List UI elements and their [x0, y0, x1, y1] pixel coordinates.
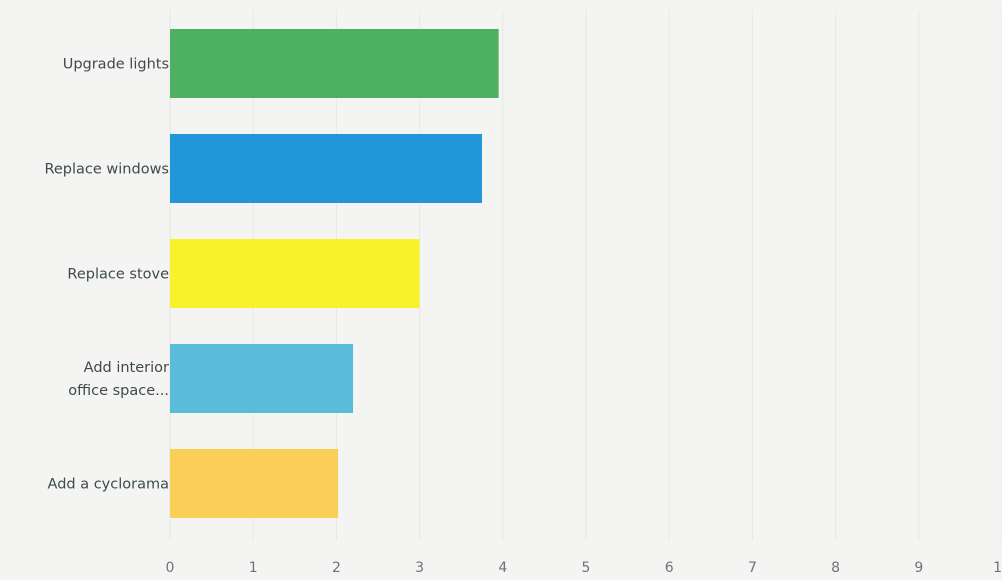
- category-label: Add a cyclorama: [48, 477, 169, 493]
- x-tick-label: 4: [498, 560, 507, 576]
- category-label: Upgrade lights: [63, 57, 169, 73]
- category-label: Add interior office space...: [68, 360, 169, 399]
- bars: [170, 29, 499, 518]
- x-tick-label: 9: [914, 560, 923, 576]
- bar: [170, 29, 499, 98]
- x-tick-label: 3: [415, 560, 424, 576]
- gridlines: [169, 10, 1002, 540]
- category-labels: Upgrade lights Replace windows Replace sto…: [44, 57, 169, 493]
- category-label: Replace windows: [44, 162, 169, 178]
- bar: [170, 449, 339, 518]
- bar: [170, 239, 420, 308]
- x-tick-label: 5: [582, 560, 591, 576]
- x-tick-label: 1: [249, 560, 258, 576]
- x-tick-label: 8: [831, 560, 840, 576]
- x-tick-label: 0: [166, 560, 175, 576]
- x-tick-label: 6: [665, 560, 674, 576]
- x-tick-label: 2: [332, 560, 341, 576]
- x-tick-label: 10: [993, 560, 1002, 576]
- bar: [170, 344, 354, 413]
- x-tick-label: 7: [748, 560, 757, 576]
- bar: [170, 134, 482, 203]
- x-axis-ticks: 0 1 2 3 4 5 6 7 8 9 10: [166, 560, 1002, 576]
- category-label: Replace stove: [67, 267, 169, 283]
